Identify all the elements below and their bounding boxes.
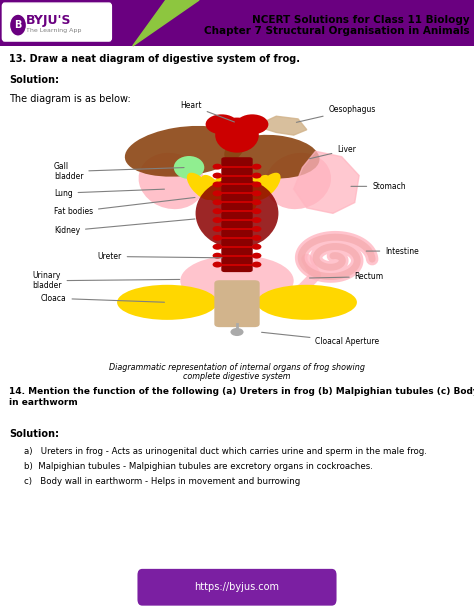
Text: Solution:: Solution: [9, 429, 59, 439]
Ellipse shape [125, 126, 245, 177]
Text: 14. Mention the function of the following (a) Ureters in frog (b) Malpighian tub: 14. Mention the function of the followin… [9, 387, 474, 407]
Circle shape [212, 173, 222, 178]
Text: Cloacal Aperture: Cloacal Aperture [262, 332, 380, 346]
Text: Ureter: Ureter [98, 252, 222, 261]
Ellipse shape [265, 153, 331, 209]
Circle shape [252, 244, 262, 249]
Circle shape [212, 244, 222, 249]
Text: B: B [14, 20, 22, 30]
Ellipse shape [196, 178, 278, 248]
Text: b)  Malpighian tubules - Malpighian tubules are excretory organs in cockroaches.: b) Malpighian tubules - Malpighian tubul… [24, 462, 373, 471]
Polygon shape [294, 151, 359, 213]
Ellipse shape [201, 175, 224, 203]
Text: Stomach: Stomach [351, 182, 406, 191]
Circle shape [212, 191, 222, 196]
Circle shape [230, 328, 244, 336]
Circle shape [252, 191, 262, 196]
Circle shape [212, 226, 222, 232]
FancyBboxPatch shape [221, 157, 253, 272]
Circle shape [252, 253, 262, 259]
Circle shape [252, 226, 262, 232]
Text: Gall
bladder: Gall bladder [54, 162, 184, 181]
FancyBboxPatch shape [2, 3, 111, 41]
Ellipse shape [247, 175, 271, 203]
Circle shape [252, 173, 262, 178]
Circle shape [252, 199, 262, 205]
Polygon shape [259, 116, 307, 135]
Ellipse shape [232, 180, 251, 209]
Circle shape [252, 262, 262, 267]
Text: Kidney: Kidney [54, 219, 195, 235]
Ellipse shape [180, 255, 294, 306]
Text: Intestine: Intestine [366, 246, 419, 256]
Text: Cloaca: Cloaca [41, 294, 164, 303]
Text: Fat bodies: Fat bodies [54, 197, 195, 216]
FancyBboxPatch shape [214, 280, 260, 327]
Polygon shape [133, 0, 199, 46]
Ellipse shape [224, 135, 319, 178]
Ellipse shape [240, 182, 258, 212]
Text: Heart: Heart [180, 101, 235, 122]
Text: Rectum: Rectum [310, 272, 384, 281]
Circle shape [252, 208, 262, 214]
FancyBboxPatch shape [137, 569, 337, 606]
Text: Solution:: Solution: [9, 75, 59, 85]
Ellipse shape [240, 177, 261, 206]
Ellipse shape [255, 173, 281, 200]
Circle shape [252, 164, 262, 170]
Text: NCERT Solutions for Class 11 Biology: NCERT Solutions for Class 11 Biology [252, 15, 469, 25]
Ellipse shape [227, 180, 246, 209]
Ellipse shape [214, 177, 235, 206]
Ellipse shape [256, 285, 357, 320]
Text: complete digestive system: complete digestive system [183, 372, 291, 381]
Circle shape [252, 235, 262, 241]
Text: BYJU'S: BYJU'S [26, 13, 72, 27]
Text: https://byjus.com: https://byjus.com [194, 582, 280, 592]
FancyBboxPatch shape [0, 0, 474, 46]
Circle shape [236, 115, 268, 134]
Ellipse shape [223, 182, 242, 212]
Text: Oesophagus: Oesophagus [296, 105, 376, 123]
Text: Diagrammatic representation of internal organs of frog showing: Diagrammatic representation of internal … [109, 363, 365, 372]
Circle shape [206, 115, 238, 134]
Text: The diagram is as below:: The diagram is as below: [9, 94, 131, 104]
Circle shape [212, 181, 222, 188]
Text: Urinary
bladder: Urinary bladder [32, 271, 180, 291]
Text: Liver: Liver [310, 145, 356, 159]
Circle shape [212, 235, 222, 241]
Circle shape [212, 253, 222, 259]
Ellipse shape [187, 173, 213, 200]
Text: 13. Draw a neat diagram of digestive system of frog.: 13. Draw a neat diagram of digestive sys… [9, 54, 301, 64]
Circle shape [212, 217, 222, 223]
Circle shape [212, 199, 222, 205]
Circle shape [212, 262, 222, 267]
Ellipse shape [117, 285, 218, 320]
Text: a)   Ureters in frog - Acts as urinogenital duct which carries urine and sperm i: a) Ureters in frog - Acts as urinogenita… [24, 447, 427, 457]
Circle shape [212, 164, 222, 170]
Text: c)   Body wall in earthworm - Helps in movement and burrowing: c) Body wall in earthworm - Helps in mov… [24, 477, 300, 486]
Ellipse shape [215, 118, 259, 153]
Text: Lung: Lung [54, 189, 164, 197]
Circle shape [252, 217, 262, 223]
Text: The Learning App: The Learning App [26, 28, 82, 33]
Circle shape [212, 208, 222, 214]
Circle shape [252, 181, 262, 188]
Circle shape [9, 14, 27, 36]
Ellipse shape [138, 153, 205, 209]
Text: Chapter 7 Structural Organisation in Animals: Chapter 7 Structural Organisation in Ani… [204, 26, 469, 36]
Ellipse shape [174, 156, 204, 179]
